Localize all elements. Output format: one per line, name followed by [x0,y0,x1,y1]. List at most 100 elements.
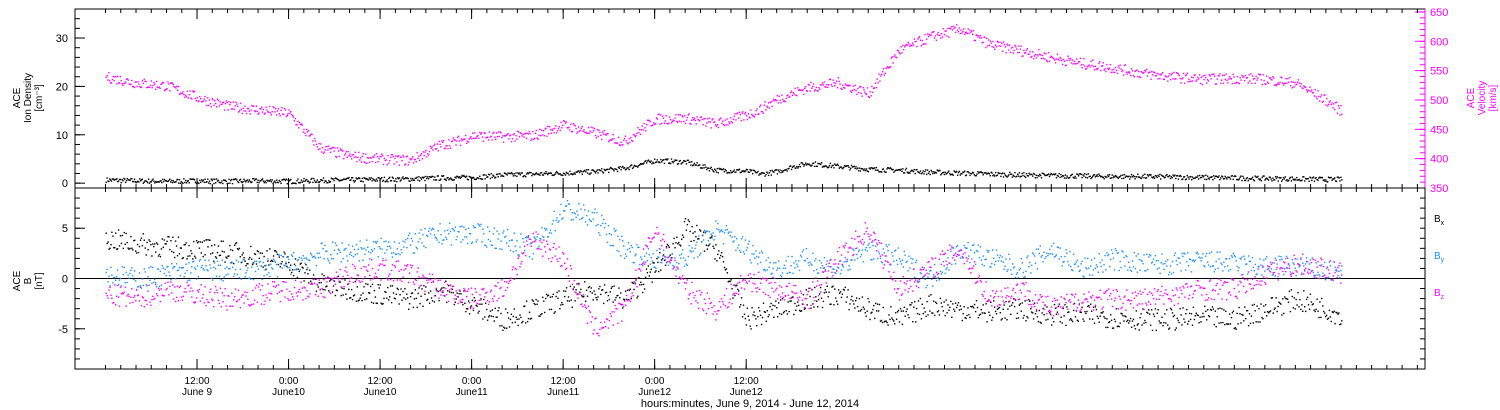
field-series-Bx-point [782,312,785,314]
density-series-point [502,175,504,177]
density-series-point [1034,177,1036,179]
density-series-point [1074,175,1076,178]
velocity-series-point [1302,87,1304,90]
field-series-Bx-point [183,244,185,246]
velocity-series-point [1246,77,1248,79]
field-series-By-point [184,272,186,274]
density-series-point [938,169,940,171]
field-series-Bx-point [1238,306,1240,309]
field-series-By-point [623,257,626,260]
velocity-series-point [734,113,736,115]
field-series-By-point [677,267,679,269]
field-series-Bx-point [916,312,919,315]
velocity-series-point [328,145,330,147]
density-series-point [495,173,498,176]
field-series-By-point [443,239,445,241]
density-series-point [255,178,258,180]
velocity-series-point [885,67,887,69]
field-series-By-point [533,236,535,238]
density-series-point [700,167,703,169]
density-series-point [1040,177,1043,179]
density-series-point [846,165,848,167]
density-series-point [746,169,749,171]
velocity-series-point [1056,53,1059,56]
velocity-series-point [1086,66,1089,68]
density-series-point [1228,176,1230,179]
velocity-series-point [1254,82,1256,84]
density-series-point [502,175,505,177]
field-series-By-point [395,253,397,255]
field-series-Bx-point [313,277,316,280]
velocity-series-point [1184,74,1187,77]
density-series-point [1200,176,1203,179]
field-series-Bx [105,218,1343,332]
density-series-point [855,166,857,168]
field-series-By-point [362,259,364,261]
velocity-series-point [120,79,122,82]
velocity-series-point [297,120,299,123]
velocity-series-point [947,27,949,30]
field-series-Bx-point [144,247,146,249]
velocity-series-point [307,129,310,132]
velocity-series-point [502,135,504,137]
field-series-Bx-point [944,314,946,317]
field-series-Bx-point [957,302,960,304]
field-series-By-point [786,272,788,275]
velocity-series-point [528,130,530,133]
field-series-Bx-point [852,300,854,302]
density-series-point [329,181,331,183]
field-series-Bx-point [643,288,646,290]
density-series-point [438,179,440,181]
field-series-Bx-point [715,244,717,246]
field-series-By-point [431,227,434,229]
density-series-point [323,181,326,184]
field-series-Bx-point [484,316,486,318]
field-series-Bx-point [1302,310,1304,312]
field-series-Bx-point [1316,298,1318,300]
field-series-By-point [224,267,226,270]
density-series-point [1120,174,1122,177]
field-series-Bx-point [560,304,562,306]
velocity-label-line: ACE [1466,87,1477,108]
velocity-series-point [341,149,343,151]
density-series-point [1264,179,1266,181]
field-series-By-point [453,230,455,232]
velocity-series-point [555,132,558,134]
field-series-Bx-point [865,315,867,317]
field-series-By-point [777,267,779,269]
field-series-Bx-point [912,321,914,323]
density-series-point [130,178,132,180]
field-series-By-point [477,223,479,225]
velocity-series-point [281,107,283,109]
velocity-series-point [300,123,303,125]
density-series-point [272,182,274,185]
field-series-By-point [142,284,144,287]
field-series-Bx-point [681,234,684,236]
field-series-Bx-point [1046,306,1048,308]
field-series-Bx-point [1013,305,1016,308]
field-series-By-point [265,264,267,267]
density-series-point [724,169,726,171]
velocity-series-point [385,159,387,161]
velocity-series-point [204,95,206,98]
density-series-point [706,168,708,171]
density-series-point [1113,175,1115,177]
density-series-point [282,179,284,181]
velocity-series-point [645,130,647,132]
field-series-By-point [647,248,650,250]
velocity-series-point [881,73,883,75]
field-series-By-point [579,218,581,221]
field-series-Bx-point [1215,326,1217,328]
field-series-By-point [396,248,398,250]
density-series-point [1285,179,1287,182]
velocity-series-point [342,150,344,152]
field-series-Bx-point [236,248,239,250]
velocity-series-point [105,76,107,79]
field-series-By-point [543,236,545,239]
density-series-point [912,170,915,173]
velocity-series-point [370,157,372,159]
field-series-Bx-point [860,308,863,311]
field-series-Bx-point [451,288,454,291]
field-series-Bx-point [1162,325,1164,327]
velocity-series-point [207,97,209,99]
